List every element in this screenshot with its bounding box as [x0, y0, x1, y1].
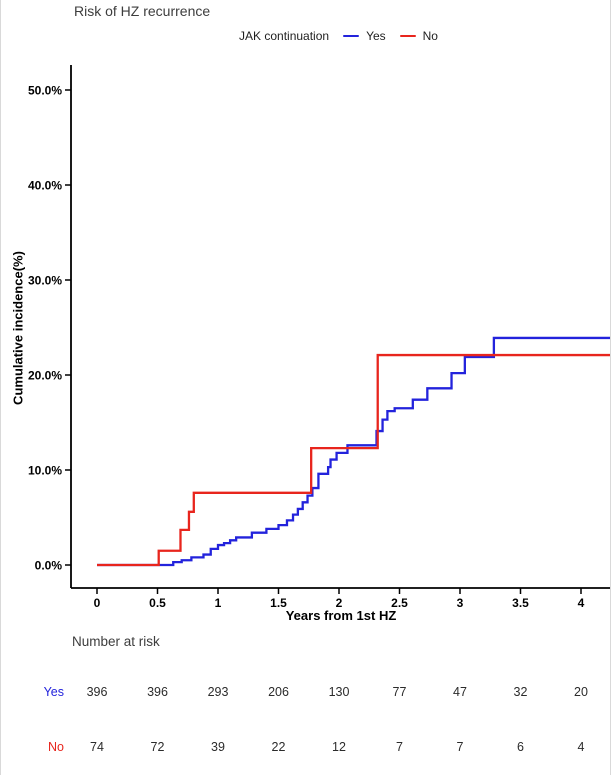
x-tick-label: 2: [336, 596, 343, 610]
risk-count: 47: [453, 685, 467, 699]
risk-count: 6: [517, 740, 524, 754]
legend-title: JAK continuation: [239, 29, 330, 43]
legend-item-yes: Yes: [343, 29, 386, 43]
y-axis-title: Cumulative incidence(%): [10, 251, 26, 405]
risk-count: 130: [329, 685, 350, 699]
risk-count: 32: [514, 685, 528, 699]
x-tick-label: 2.5: [391, 596, 408, 610]
x-tick-label: 1: [215, 596, 222, 610]
y-tick-label: 50.0%: [28, 84, 62, 98]
yes-line-swatch-icon: [343, 34, 360, 38]
legend-item-yes-label: Yes: [366, 29, 386, 43]
risk-count: 396: [147, 685, 168, 699]
x-axis-title: Years from 1st HZ: [285, 608, 397, 623]
risk-count: 20: [574, 685, 588, 699]
x-tick-label: 1.5: [270, 596, 287, 610]
risk-row-label-yes: Yes: [43, 685, 64, 699]
risk-count: 12: [332, 740, 346, 754]
y-tick-label: 40.0%: [28, 179, 62, 193]
risk-row-label-no: No: [48, 740, 64, 754]
risk-count: 7: [396, 740, 403, 754]
risk-count: 22: [272, 740, 286, 754]
legend-item-no-label: No: [422, 29, 438, 43]
risk-count: 74: [90, 740, 104, 754]
x-tick-label: 3.5: [512, 596, 529, 610]
y-tick-label: 20.0%: [28, 369, 62, 383]
x-tick-label: 4: [578, 596, 585, 610]
risk-count: 206: [268, 685, 289, 699]
curve-no: [97, 353, 610, 567]
legend: JAK continuation Yes No: [239, 29, 452, 43]
x-tick-label: 3: [457, 596, 464, 610]
x-tick-label: 0: [94, 596, 101, 610]
page-title: Risk of HZ recurrence: [74, 3, 211, 19]
risk-count: 293: [208, 685, 229, 699]
risk-count: 7: [457, 740, 464, 754]
risk-count: 396: [87, 685, 108, 699]
legend-item-no: No: [399, 29, 438, 43]
risk-count: 77: [393, 685, 407, 699]
x-tick-label: 0.5: [149, 596, 166, 610]
y-tick-label: 10.0%: [28, 464, 62, 478]
risk-count: 72: [151, 740, 165, 754]
curve-yes: [97, 336, 610, 567]
risk-count: 4: [578, 740, 585, 754]
risk-table-title: Number at risk: [72, 634, 160, 649]
y-tick-label: 0.0%: [35, 559, 63, 573]
no-line-swatch-icon: [399, 34, 416, 38]
y-tick-label: 30.0%: [28, 274, 62, 288]
risk-count: 39: [211, 740, 225, 754]
